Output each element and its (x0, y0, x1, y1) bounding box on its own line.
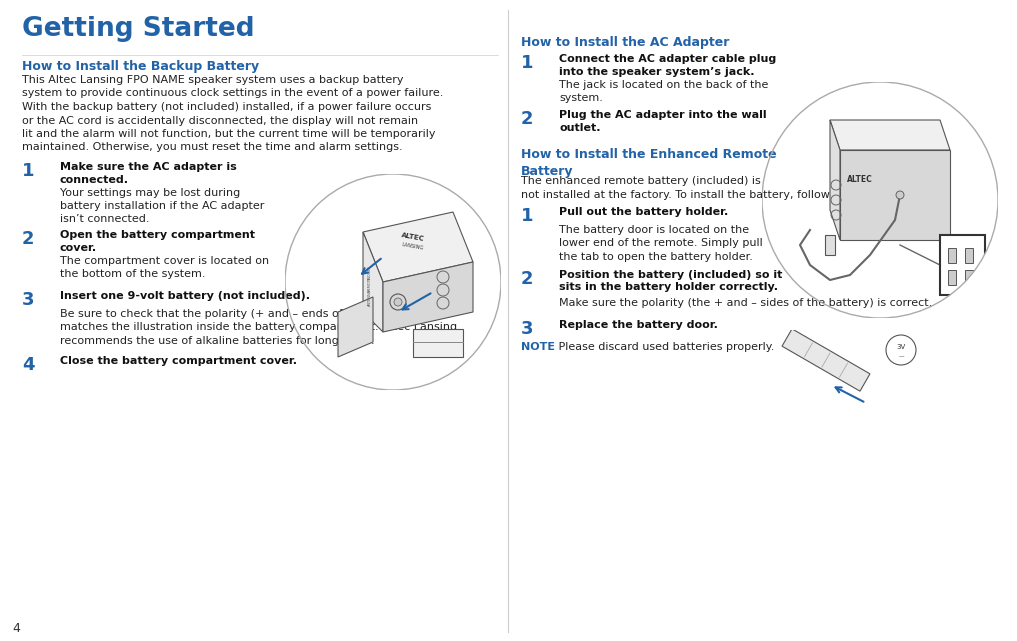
Text: Close the battery compartment cover.: Close the battery compartment cover. (60, 356, 297, 365)
Text: LANSING: LANSING (402, 242, 424, 251)
FancyBboxPatch shape (965, 248, 973, 263)
Polygon shape (830, 120, 840, 240)
Text: This Altec Lansing FPO NAME speaker system uses a backup battery: This Altec Lansing FPO NAME speaker syst… (22, 75, 404, 85)
Text: 4: 4 (12, 622, 20, 635)
Text: matches the illustration inside the battery compartment. Altec Lansing: matches the illustration inside the batt… (60, 322, 457, 333)
Text: Open the battery compartment
cover.: Open the battery compartment cover. (60, 230, 255, 253)
Text: or the AC cord is accidentally disconnected, the display will not remain: or the AC cord is accidentally disconnec… (22, 115, 418, 126)
Polygon shape (363, 212, 473, 282)
Text: How to Install the Backup Battery: How to Install the Backup Battery (22, 60, 259, 73)
Text: Be sure to check that the polarity (+ and – ends of the batteries): Be sure to check that the polarity (+ an… (60, 309, 422, 319)
Text: 1: 1 (22, 162, 35, 180)
Text: ALTEC: ALTEC (847, 176, 873, 185)
FancyBboxPatch shape (413, 329, 463, 357)
Polygon shape (825, 235, 835, 255)
Text: not installed at the factory. To install the battery, follow the steps below:: not installed at the factory. To install… (521, 190, 924, 199)
Text: Please discard used batteries properly.: Please discard used batteries properly. (555, 342, 774, 351)
Text: Make sure the AC adapter is
connected.: Make sure the AC adapter is connected. (60, 162, 237, 185)
FancyBboxPatch shape (940, 235, 985, 295)
Text: SNOOZE: SNOOZE (368, 265, 372, 279)
Text: —: — (898, 354, 904, 360)
Text: lower end of the remote. Simply pull: lower end of the remote. Simply pull (559, 238, 763, 249)
Text: 3V: 3V (896, 344, 905, 350)
Circle shape (394, 298, 402, 306)
Text: 3: 3 (521, 319, 534, 338)
Text: Your settings may be lost during
battery installation if the AC adapter
isn’t co: Your settings may be lost during battery… (60, 188, 264, 224)
Text: 4: 4 (22, 356, 35, 374)
Text: Make sure the polarity (the + and – sides of the battery) is correct.: Make sure the polarity (the + and – side… (559, 297, 933, 308)
FancyBboxPatch shape (965, 270, 973, 285)
Text: How to Install the Enhanced Remote
Battery: How to Install the Enhanced Remote Batte… (521, 148, 777, 178)
Text: recommends the use of alkaline batteries for longer life.: recommends the use of alkaline batteries… (60, 336, 374, 346)
Text: 2: 2 (521, 269, 534, 288)
Text: REMOTE: REMOTE (368, 276, 372, 292)
Text: Insert one 9-volt battery (not included).: Insert one 9-volt battery (not included)… (60, 291, 310, 301)
Polygon shape (840, 150, 950, 240)
Text: 1: 1 (521, 207, 534, 225)
FancyBboxPatch shape (948, 248, 956, 263)
Text: Replace the battery door.: Replace the battery door. (559, 319, 718, 329)
Circle shape (896, 191, 904, 199)
Text: system to provide continuous clock settings in the event of a power failure.: system to provide continuous clock setti… (22, 88, 443, 99)
Text: The enhanced remote battery (included) is: The enhanced remote battery (included) i… (521, 176, 761, 186)
Text: NOTE: NOTE (521, 342, 555, 351)
Text: The jack is located on the back of the
system.: The jack is located on the back of the s… (559, 80, 769, 103)
Text: ANTENNA: ANTENNA (368, 288, 372, 306)
Text: lit and the alarm will not function, but the current time will be temporarily: lit and the alarm will not function, but… (22, 129, 435, 139)
Polygon shape (338, 297, 373, 357)
Text: The battery door is located on the: The battery door is located on the (559, 225, 750, 235)
Text: Pull out the battery holder.: Pull out the battery holder. (559, 207, 728, 217)
Text: Getting Started: Getting Started (22, 16, 254, 42)
Polygon shape (363, 232, 383, 332)
Text: Position the battery (included) so it
sits in the battery holder correctly.: Position the battery (included) so it si… (559, 269, 782, 292)
Text: How to Install the AC Adapter: How to Install the AC Adapter (521, 36, 729, 49)
Polygon shape (383, 262, 473, 332)
Text: The compartment cover is located on
the bottom of the system.: The compartment cover is located on the … (60, 256, 270, 279)
Text: maintained. Otherwise, you must reset the time and alarm settings.: maintained. Otherwise, you must reset th… (22, 142, 403, 153)
Polygon shape (830, 120, 950, 150)
Text: Plug the AC adapter into the wall
outlet.: Plug the AC adapter into the wall outlet… (559, 110, 767, 133)
Text: 2: 2 (521, 110, 534, 128)
Text: the tab to open the battery holder.: the tab to open the battery holder. (559, 252, 753, 262)
Text: Connect the AC adapter cable plug
into the speaker system’s jack.: Connect the AC adapter cable plug into t… (559, 54, 776, 77)
Text: 2: 2 (22, 230, 35, 248)
Text: ALTEC: ALTEC (401, 232, 425, 242)
Text: With the backup battery (not included) installed, if a power failure occurs: With the backup battery (not included) i… (22, 102, 431, 112)
Text: 1: 1 (521, 54, 534, 72)
Polygon shape (782, 329, 870, 391)
FancyBboxPatch shape (948, 270, 956, 285)
Text: 3: 3 (22, 291, 35, 309)
